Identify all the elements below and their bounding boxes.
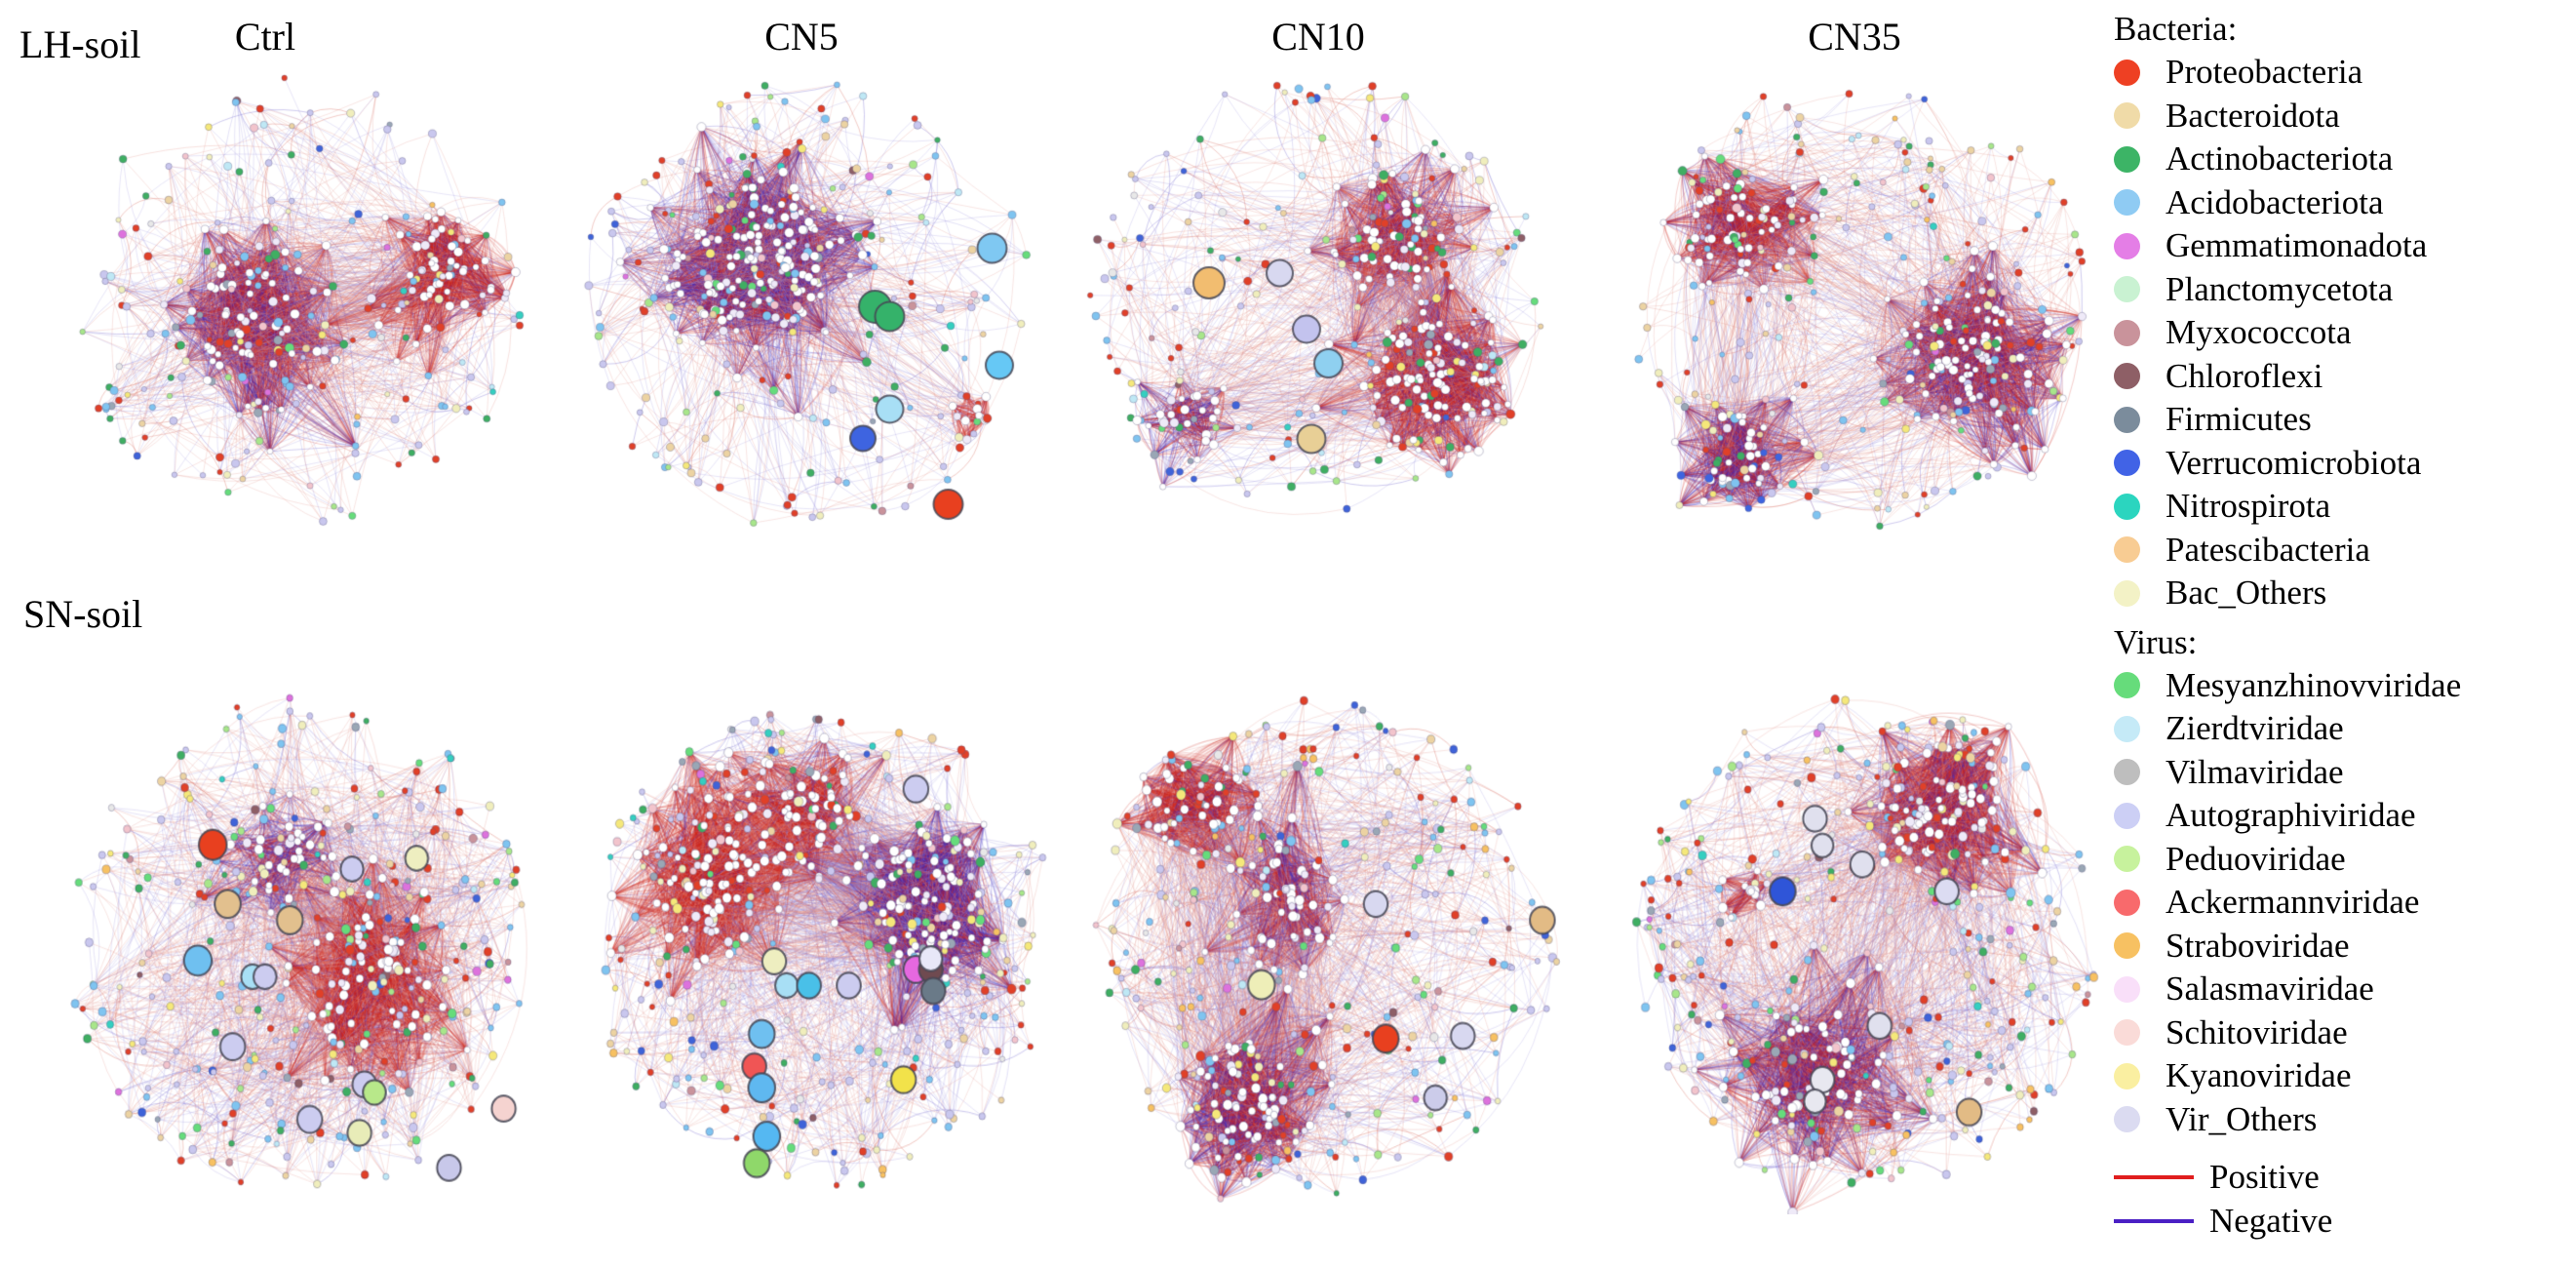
network-sn-ctrl xyxy=(54,678,551,1216)
network-lh-cn35 xyxy=(1614,57,2101,544)
legend-item-label: Planctomycetota xyxy=(2166,269,2394,308)
legend-edge-positive: Positive xyxy=(2114,1155,2572,1199)
legend-item-label: Salasmaviridae xyxy=(2166,970,2374,1009)
column-title-cn10: CN10 xyxy=(1271,15,1365,59)
column-title-ctrl: Ctrl xyxy=(234,15,296,59)
positive-line-swatch-icon xyxy=(2114,1174,2194,1179)
legend-edge-label: Negative xyxy=(2209,1201,2333,1240)
legend-item-nitrospirota: Nitrospirota xyxy=(2114,485,2572,529)
legend-item-label: Verrucomicrobiota xyxy=(2166,443,2422,482)
legend-item-myxococcota: Myxococcota xyxy=(2114,311,2572,355)
legend-item-label: Straboviridae xyxy=(2166,926,2350,965)
acidobacteriota-swatch-icon xyxy=(2114,189,2140,217)
legend-item-label: Nitrospirota xyxy=(2166,487,2331,526)
chloroflexi-swatch-icon xyxy=(2114,363,2140,390)
legend-item-label: Autographiviridae xyxy=(2166,796,2416,835)
legend-item-peduoviridae: Peduoviridae xyxy=(2114,838,2572,882)
verrucomicrobiota-swatch-icon xyxy=(2114,450,2140,477)
legend-item-firmicutes: Firmicutes xyxy=(2114,398,2572,442)
legend-item-acidobacteriota: Acidobacteriota xyxy=(2114,181,2572,225)
kyanoviridae-swatch-icon xyxy=(2114,1062,2140,1089)
ackermannviridae-swatch-icon xyxy=(2114,889,2140,916)
vilmaviridae-swatch-icon xyxy=(2114,759,2140,786)
straboviridae-swatch-icon xyxy=(2114,932,2140,960)
legend-item-vir-others: Vir_Others xyxy=(2114,1098,2572,1142)
legend-item-label: Chloroflexi xyxy=(2166,356,2323,395)
legend-item-actinobacteriota: Actinobacteriota xyxy=(2114,138,2572,181)
legend-bacteria-title: Bacteria: xyxy=(2114,10,2238,48)
legend-item-vilmaviridae: Vilmaviridae xyxy=(2114,751,2572,795)
legend-item-label: Proteobacteria xyxy=(2166,53,2363,92)
row-label-sn-soil: SN-soil xyxy=(23,592,143,636)
network-sn-cn5 xyxy=(575,676,1073,1214)
bac-others-swatch-icon xyxy=(2114,579,2140,607)
gemmatimonadota-swatch-icon xyxy=(2114,232,2140,259)
legend-item-label: Patescibacteria xyxy=(2166,530,2370,569)
legend-item-schitoviridae: Schitoviridae xyxy=(2114,1011,2572,1055)
planctomycetota-swatch-icon xyxy=(2114,276,2140,303)
network-lh-cn10 xyxy=(1073,59,1560,546)
legend-item-label: Firmicutes xyxy=(2166,400,2312,439)
legend: Bacteria: Proteobacteria Bacteroidota Acti… xyxy=(2114,8,2572,1243)
legend-item-zierdtviridae: Zierdtviridae xyxy=(2114,707,2572,751)
network-sn-cn10 xyxy=(1077,678,1575,1216)
legend-item-chloroflexi: Chloroflexi xyxy=(2114,355,2572,399)
legend-item-kyanoviridae: Kyanoviridae xyxy=(2114,1054,2572,1098)
negative-line-swatch-icon xyxy=(2114,1218,2194,1223)
proteobacteria-swatch-icon xyxy=(2114,59,2140,86)
firmicutes-swatch-icon xyxy=(2114,406,2140,433)
legend-item-label: Zierdtviridae xyxy=(2166,709,2344,748)
legend-item-straboviridae: Straboviridae xyxy=(2114,925,2572,969)
bacteroidota-swatch-icon xyxy=(2114,102,2140,130)
legend-item-gemmatimonadota: Gemmatimonadota xyxy=(2114,224,2572,268)
legend-item-label: Peduoviridae xyxy=(2166,839,2346,878)
legend-edge-label: Positive xyxy=(2209,1157,2320,1196)
patescibacteria-swatch-icon xyxy=(2114,536,2140,564)
legend-item-label: Bacteroidota xyxy=(2166,96,2340,135)
actinobacteriota-swatch-icon xyxy=(2114,145,2140,173)
legend-virus-list: Mesyanzhinovviridae Zierdtviridae Vilmavir… xyxy=(2114,664,2572,1142)
mesyanzhinovviridae-swatch-icon xyxy=(2114,672,2140,699)
legend-item-label: Actinobacteriota xyxy=(2166,139,2394,178)
legend-item-salasmaviridae: Salasmaviridae xyxy=(2114,968,2572,1011)
vir-others-swatch-icon xyxy=(2114,1106,2140,1133)
legend-item-label: Schitoviridae xyxy=(2166,1012,2348,1051)
nitrospirota-swatch-icon xyxy=(2114,493,2140,520)
legend-item-bacteroidota: Bacteroidota xyxy=(2114,95,2572,139)
legend-virus-title: Virus: xyxy=(2114,622,2198,661)
legend-item-ackermannviridae: Ackermannviridae xyxy=(2114,881,2572,925)
legend-item-label: Mesyanzhinovviridae xyxy=(2166,665,2462,704)
legend-item-label: Ackermannviridae xyxy=(2166,883,2420,922)
legend-item-label: Bac_Others xyxy=(2166,574,2327,613)
legend-item-mesyanzhinovviridae: Mesyanzhinovviridae xyxy=(2114,664,2572,708)
legend-edge-negative: Negative xyxy=(2114,1199,2572,1243)
legend-item-bac-others: Bac_Others xyxy=(2114,572,2572,615)
salasmaviridae-swatch-icon xyxy=(2114,975,2140,1003)
legend-item-proteobacteria: Proteobacteria xyxy=(2114,51,2572,95)
zierdtviridae-swatch-icon xyxy=(2114,715,2140,742)
column-title-cn35: CN35 xyxy=(1808,15,1901,59)
legend-edge-types: Positive Negative xyxy=(2114,1155,2572,1243)
legend-item-planctomycetota: Planctomycetota xyxy=(2114,268,2572,312)
legend-bacteria-list: Proteobacteria Bacteroidota Actinobacterio… xyxy=(2114,51,2572,615)
legend-item-label: Gemmatimonadota xyxy=(2166,226,2428,265)
legend-item-label: Vir_Others xyxy=(2166,1099,2318,1138)
legend-item-label: Myxococcota xyxy=(2166,313,2352,352)
legend-item-verrucomicrobiota: Verrucomicrobiota xyxy=(2114,442,2572,486)
legend-item-label: Kyanoviridae xyxy=(2166,1056,2352,1095)
network-lh-ctrl xyxy=(54,59,541,546)
legend-item-autographiviridae: Autographiviridae xyxy=(2114,794,2572,838)
network-lh-cn5 xyxy=(566,60,1053,548)
legend-item-label: Vilmaviridae xyxy=(2166,752,2344,791)
column-title-cn5: CN5 xyxy=(764,15,839,59)
network-sn-cn35 xyxy=(1619,676,2116,1214)
autographiviridae-swatch-icon xyxy=(2114,802,2140,829)
myxococcota-swatch-icon xyxy=(2114,319,2140,346)
legend-item-label: Acidobacteriota xyxy=(2166,182,2384,221)
legend-item-patescibacteria: Patescibacteria xyxy=(2114,529,2572,573)
schitoviridae-swatch-icon xyxy=(2114,1019,2140,1047)
peduoviridae-swatch-icon xyxy=(2114,846,2140,873)
